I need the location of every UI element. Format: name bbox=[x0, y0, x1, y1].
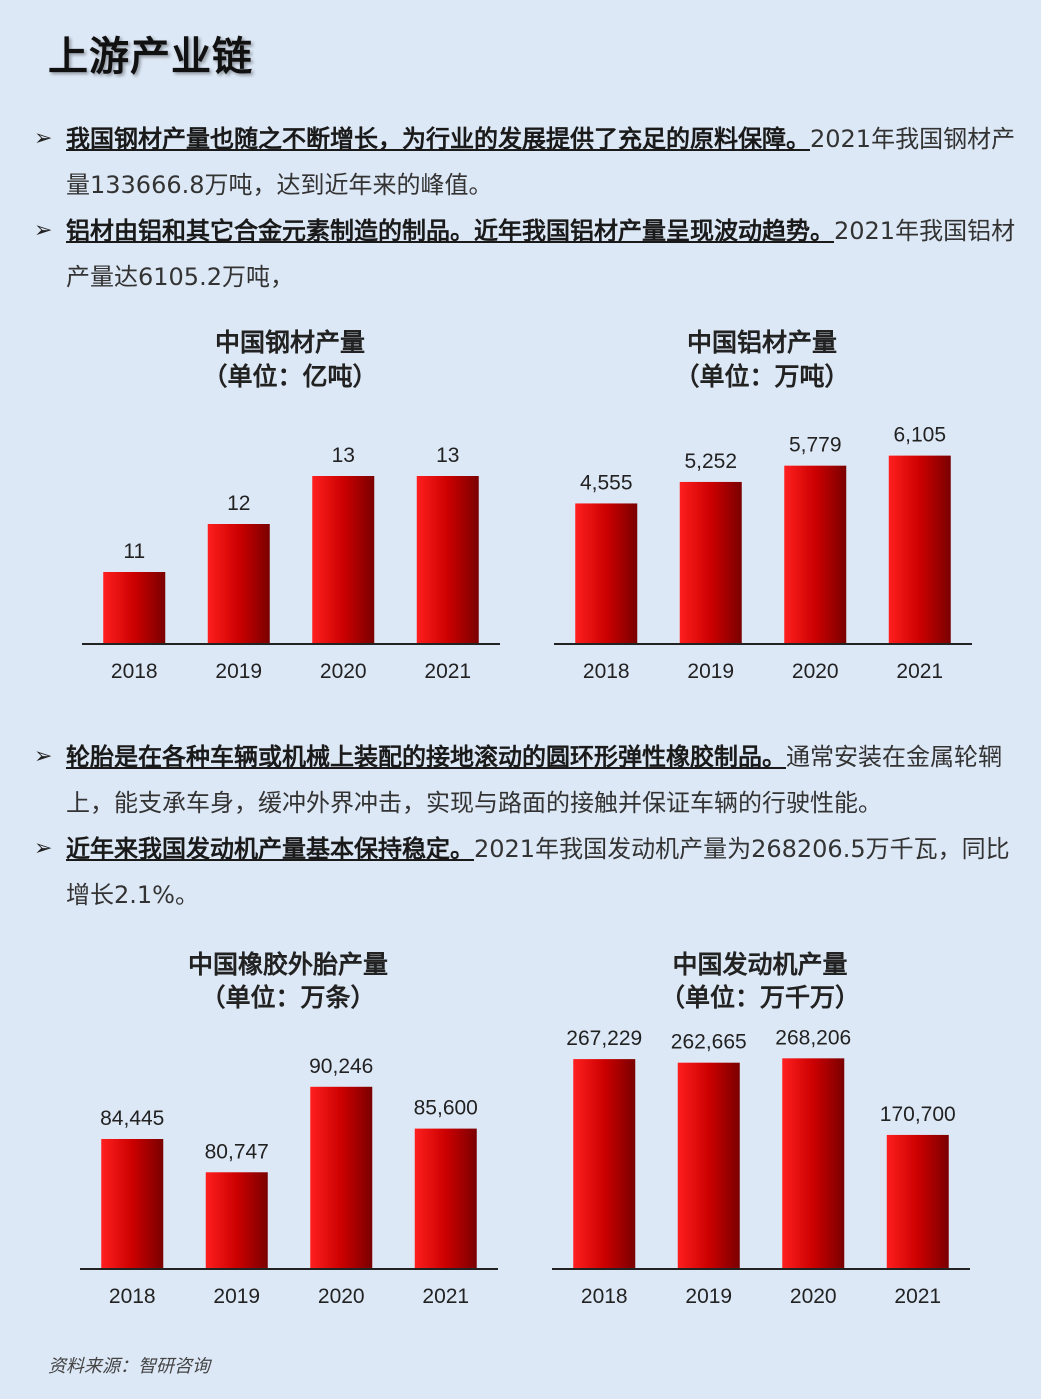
bullet-tire: ➢ 轮胎是在各种车辆或机械上装配的接地滚动的圆环形弹性橡胶制品。通常安装在金属轮… bbox=[30, 734, 1020, 826]
bullet-text: 2021年我国发动机产量为268206.5万千瓦，同比增长2.1%。 bbox=[66, 835, 1010, 909]
data-label: 85,600 bbox=[414, 1097, 478, 1120]
chart-unit: （单位：万条） bbox=[200, 983, 376, 1012]
chart-title: 中国橡胶外胎产量 bbox=[187, 950, 388, 979]
chart-unit: （单位：亿吨） bbox=[202, 362, 378, 391]
x-tick-label: 2018 bbox=[111, 660, 158, 683]
data-label: 4,555 bbox=[580, 471, 633, 494]
x-tick-label: 2019 bbox=[687, 660, 734, 683]
bar bbox=[679, 481, 742, 644]
bullet-text: 2021年我国铝材产量达6105.2万吨， bbox=[66, 217, 1016, 291]
bullet-engine: ➢ 近年来我国发动机产量基本保持稳定。2021年我国发动机产量为268206.5… bbox=[30, 826, 1020, 918]
bullet-list-lower: ➢ 轮胎是在各种车辆或机械上装配的接地滚动的圆环形弹性橡胶制品。通常安装在金属轮… bbox=[30, 734, 1020, 918]
data-label: 11 bbox=[123, 540, 145, 563]
data-label: 13 bbox=[436, 444, 459, 467]
bar bbox=[677, 1062, 740, 1269]
x-tick-label: 2021 bbox=[422, 1285, 469, 1308]
aluminum-chart-plot: 4,555 2018 5,252 2019 5,779 2020 6,105 2021 bbox=[554, 424, 972, 683]
data-label: 90,246 bbox=[309, 1055, 373, 1078]
bullet-emphasis: 铝材由铝和其它合金元素制造的制品。近年我国铝材产量呈现波动趋势。 bbox=[66, 216, 834, 245]
bar bbox=[575, 503, 638, 644]
x-tick-label: 2020 bbox=[320, 660, 367, 683]
data-label: 13 bbox=[332, 444, 355, 467]
steel-chart: 中国钢材产量 （单位：亿吨） 11 2018 12 2019 13 2020 13 2021 bbox=[60, 320, 520, 690]
x-tick-label: 2019 bbox=[215, 660, 262, 683]
chart-title: 中国铝材产量 bbox=[686, 328, 837, 357]
x-tick-label: 2020 bbox=[790, 1285, 837, 1308]
bar bbox=[207, 524, 270, 644]
bar bbox=[103, 572, 166, 644]
data-label: 5,252 bbox=[684, 450, 737, 473]
x-tick-label: 2021 bbox=[896, 660, 943, 683]
bullet-steel: ➢ 我国钢材产量也随之不断增长，为行业的发展提供了充足的原料保障。2021年我国… bbox=[30, 116, 1020, 208]
data-label: 262,665 bbox=[671, 1031, 747, 1054]
bar bbox=[782, 1058, 845, 1269]
x-tick-label: 2018 bbox=[581, 1285, 628, 1308]
bar bbox=[888, 455, 951, 644]
bullet-aluminum: ➢ 铝材由铝和其它合金元素制造的制品。近年我国铝材产量呈现波动趋势。2021年我… bbox=[30, 208, 1020, 300]
source-note: 资料来源：智研咨询 bbox=[48, 1356, 210, 1377]
aluminum-chart: 中国铝材产量 （单位：万吨） 4,555 2018 5,252 2019 5,779 20… bbox=[532, 320, 992, 690]
x-tick-label: 2018 bbox=[109, 1285, 156, 1308]
bullet-text: 2021年我国钢材产量133666.8万吨，达到近年来的峰值。 bbox=[66, 125, 1016, 199]
bullet-list-upper: ➢ 我国钢材产量也随之不断增长，为行业的发展提供了充足的原料保障。2021年我国… bbox=[30, 116, 1020, 300]
bar bbox=[886, 1134, 949, 1269]
tire-chart-plot: 84,445 2018 80,747 2019 90,246 2020 85,600 2021 bbox=[80, 1055, 498, 1308]
engine-chart: 中国发动机产量 （单位：万千万） 267,229 2018 262,665 2019 2… bbox=[530, 945, 990, 1315]
data-label: 84,445 bbox=[100, 1107, 164, 1130]
x-tick-label: 2020 bbox=[318, 1285, 365, 1308]
chart-title: 中国钢材产量 bbox=[214, 328, 365, 357]
x-tick-label: 2019 bbox=[685, 1285, 732, 1308]
x-tick-label: 2021 bbox=[424, 660, 471, 683]
bullet-emphasis: 近年来我国发动机产量基本保持稳定。 bbox=[66, 834, 474, 863]
data-label: 268,206 bbox=[775, 1026, 851, 1049]
x-tick-label: 2019 bbox=[213, 1285, 260, 1308]
arrow-bullet-icon: ➢ bbox=[34, 218, 53, 243]
x-tick-label: 2020 bbox=[792, 660, 839, 683]
bar bbox=[573, 1059, 636, 1269]
data-label: 80,747 bbox=[205, 1140, 269, 1163]
bullet-text: 通常安装在金属轮辋上，能支承车身，缓冲外界冲击，实现与路面的接触并保证车辆的行驶… bbox=[66, 743, 1002, 817]
bar bbox=[101, 1138, 164, 1269]
data-label: 170,700 bbox=[880, 1103, 956, 1126]
data-label: 6,105 bbox=[893, 424, 946, 447]
tire-chart: 中国橡胶外胎产量 （单位：万条） 84,445 2018 80,747 2019 90,… bbox=[58, 945, 518, 1315]
bar bbox=[310, 1086, 373, 1269]
bullet-emphasis: 我国钢材产量也随之不断增长，为行业的发展提供了充足的原料保障。 bbox=[66, 124, 810, 153]
page-title: 上游产业链 bbox=[48, 33, 253, 80]
chart-title: 中国发动机产量 bbox=[672, 950, 848, 979]
bar bbox=[312, 476, 375, 644]
data-label: 12 bbox=[227, 492, 250, 515]
data-label: 267,229 bbox=[566, 1027, 642, 1050]
arrow-bullet-icon: ➢ bbox=[34, 836, 53, 861]
steel-chart-plot: 11 2018 12 2019 13 2020 13 2021 bbox=[82, 444, 500, 683]
x-tick-label: 2021 bbox=[894, 1285, 941, 1308]
bar bbox=[416, 476, 479, 644]
x-tick-label: 2018 bbox=[583, 660, 630, 683]
bar bbox=[784, 465, 847, 644]
bar bbox=[205, 1172, 268, 1269]
bar bbox=[414, 1128, 477, 1269]
arrow-bullet-icon: ➢ bbox=[34, 744, 53, 769]
engine-chart-plot: 267,229 2018 262,665 2019 268,206 2020 170,700… bbox=[552, 1026, 970, 1308]
chart-unit: （单位：万千万） bbox=[659, 983, 860, 1012]
arrow-bullet-icon: ➢ bbox=[34, 126, 53, 151]
chart-unit: （单位：万吨） bbox=[674, 362, 850, 391]
data-label: 5,779 bbox=[789, 434, 842, 457]
bullet-emphasis: 轮胎是在各种车辆或机械上装配的接地滚动的圆环形弹性橡胶制品。 bbox=[66, 742, 786, 771]
